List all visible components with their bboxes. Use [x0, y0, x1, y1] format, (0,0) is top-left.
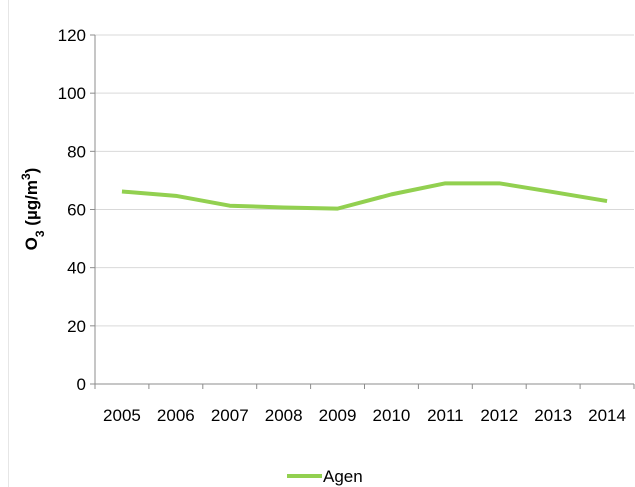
- x-tick-labels: 2005 2006 2007 2008 2009 2010 2011 2012 2013 2014: [103, 406, 626, 425]
- y-tick-label-20: 20: [67, 317, 86, 336]
- x-tick-label-2009: 2009: [319, 406, 357, 425]
- x-tick-label-2014: 2014: [588, 406, 626, 425]
- y-tick-label-40: 40: [67, 259, 86, 278]
- x-tick-label-2005: 2005: [103, 406, 141, 425]
- x-tick-label-2013: 2013: [534, 406, 572, 425]
- chart-frame-left-edge: [8, 0, 9, 487]
- y-tick-label-100: 100: [58, 84, 86, 103]
- y-axis-title: O3 (µg/m3): [19, 168, 47, 251]
- y-axis-title-superscript: 3: [19, 173, 33, 180]
- legend: Agen: [287, 467, 363, 486]
- x-tick-label-2011: 2011: [427, 406, 464, 425]
- x-tick-label-2010: 2010: [373, 406, 411, 425]
- y-tick-label-80: 80: [67, 142, 86, 161]
- x-tick-label-2008: 2008: [265, 406, 303, 425]
- legend-label-agen: Agen: [323, 467, 363, 486]
- axes: [90, 34, 635, 389]
- series-line-agen: [121, 181, 608, 211]
- x-tick-label-2006: 2006: [157, 406, 195, 425]
- x-tick-label-2007: 2007: [211, 406, 249, 425]
- x-tick-label-2012: 2012: [480, 406, 518, 425]
- gridlines: [95, 34, 634, 327]
- y-tick-labels: 0 20 40 60 80 100 120: [58, 26, 86, 394]
- y-axis-title-subscript: 3: [33, 230, 47, 237]
- series: [121, 181, 608, 211]
- y-tick-label-0: 0: [77, 375, 86, 394]
- y-tick-label-60: 60: [67, 201, 86, 220]
- y-tick-label-120: 120: [58, 26, 86, 45]
